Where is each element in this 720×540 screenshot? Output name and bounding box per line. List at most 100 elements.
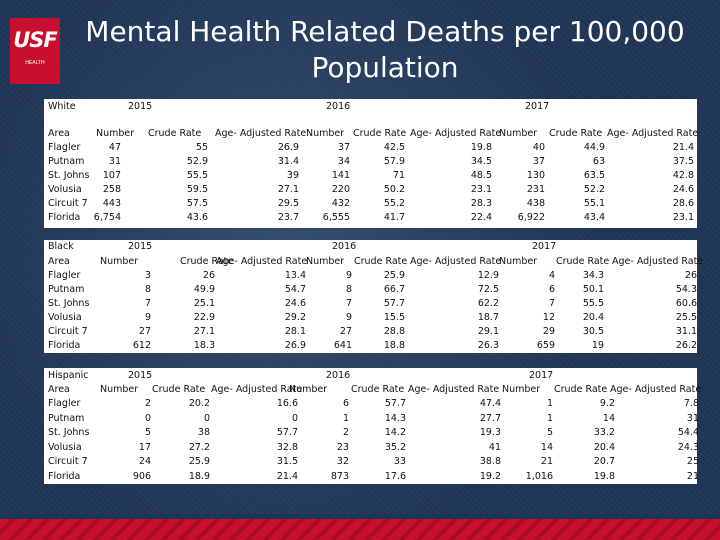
table-cell: 21.4 [672, 142, 694, 153]
area-name: Volusia [48, 312, 82, 323]
column-header: Age- Adjusted Rate [607, 128, 699, 139]
table-cell: 25.5 [675, 312, 697, 323]
table-cell: 31.1 [675, 326, 697, 337]
table-cell: 8 [144, 284, 151, 295]
group-label: Black [48, 241, 74, 252]
table-cell: 12.9 [477, 270, 499, 281]
table-cell: 1 [342, 412, 349, 424]
area-name: Florida [48, 470, 81, 482]
table-cell: 28.6 [672, 198, 694, 209]
area-header: Area [48, 128, 70, 139]
area-name: Putnam [48, 284, 85, 295]
column-header: Crude Rate [148, 128, 202, 139]
table-cell: 21.4 [276, 470, 298, 482]
table-cell: 220 [331, 184, 350, 195]
table-cell: 55.1 [583, 198, 605, 209]
table-cell: 443 [102, 198, 121, 209]
table-cell: 21 [540, 456, 553, 467]
table-cell: 37 [532, 156, 545, 167]
table-cell: 42.8 [672, 170, 694, 181]
column-header: Crude Rate [554, 384, 608, 395]
table-cell: 22.4 [470, 212, 492, 223]
column-header: Age- Adjusted Rate [216, 256, 308, 267]
area-name: St. Johns [48, 427, 90, 438]
table-cell: 59.5 [186, 184, 208, 195]
table-cell: 25.9 [383, 270, 405, 281]
column-header: Crude Rate [353, 128, 407, 139]
table-cell: 47.4 [479, 398, 501, 409]
table-cell: 57.7 [384, 398, 406, 409]
table-cell: 50.2 [383, 184, 405, 195]
table-cell: 43.6 [186, 212, 208, 223]
table-cell: 3 [144, 270, 151, 281]
year-header: 2015 [128, 370, 153, 381]
footer-stripe [0, 514, 720, 540]
table-cell: 130 [526, 170, 545, 181]
table-cell: 23.1 [672, 212, 694, 223]
table-cell: 49.9 [193, 284, 215, 295]
table-cell: 6,555 [322, 212, 350, 223]
table-cell: 7 [345, 298, 352, 309]
table-cell: 1,016 [525, 470, 553, 482]
table-cell: 25.1 [193, 298, 215, 309]
table-cell: 66.7 [383, 284, 405, 295]
year-header: 2015 [128, 101, 153, 112]
table-cell: 18.9 [188, 470, 210, 482]
column-header: Number [100, 256, 139, 267]
area-header: Area [48, 384, 70, 395]
table-cell: 31 [108, 156, 121, 167]
table-cell: 52.9 [186, 156, 208, 167]
table-cell: 38 [197, 427, 210, 438]
column-header: Age- Adjusted Rate [410, 128, 502, 139]
table-cell: 5 [144, 427, 151, 438]
column-header: Number [306, 256, 345, 267]
table-cell: 27.7 [479, 412, 501, 424]
table-cell: 7 [144, 298, 151, 309]
table-cell: 27 [138, 326, 151, 337]
table-cell: 17.6 [384, 470, 406, 482]
column-header: Crude Rate [549, 128, 603, 139]
column-header: Crude Rate [556, 256, 610, 267]
table-cell: 54.3 [675, 284, 697, 295]
table-cell: 432 [331, 198, 350, 209]
table-cell: 141 [331, 170, 350, 181]
area-name: Volusia [48, 441, 82, 453]
table-cell: 30.5 [582, 326, 604, 337]
table-cell: 0 [144, 412, 151, 424]
table-cell: 55.5 [186, 170, 208, 181]
table-cell: 31 [686, 412, 699, 424]
table-cell: 18.7 [477, 312, 499, 323]
table-cell: 22.9 [193, 312, 215, 323]
table-cell: 659 [536, 340, 555, 351]
table-cell: 0 [291, 412, 298, 424]
column-header: Age- Adjusted Rate [610, 384, 702, 395]
table-cell: 55.5 [582, 298, 604, 309]
column-header: Age- Adjusted Rate [612, 256, 704, 267]
table-cell: 32.8 [276, 441, 298, 453]
table-cell: 31.5 [276, 456, 298, 467]
table-cell: 26.3 [477, 340, 499, 351]
table-cell: 29.1 [477, 326, 499, 337]
table-cell: 54.4 [677, 427, 699, 438]
table-cell: 24.6 [284, 298, 306, 309]
table-cell: 107 [102, 170, 121, 181]
year-header: 2015 [128, 241, 153, 252]
table-cell: 9.2 [599, 398, 615, 409]
column-header: Age- Adjusted Rate [410, 256, 502, 267]
table-cell: 25.9 [188, 456, 210, 467]
column-header: Crude Rate [351, 384, 405, 395]
table-cell: 21 [686, 470, 699, 482]
area-name: Circuit 7 [48, 456, 88, 467]
column-header: Number [499, 128, 538, 139]
table-cell: 54.7 [284, 284, 306, 295]
table-cell: 57.7 [276, 427, 298, 438]
table-cell: 26 [202, 270, 215, 281]
table-cell: 15.5 [383, 312, 405, 323]
table-cell: 19.8 [470, 142, 492, 153]
table-cell: 9 [144, 312, 151, 323]
table-cell: 14.3 [384, 412, 406, 424]
table-cell: 873 [330, 470, 349, 482]
table-cell: 9 [345, 312, 352, 323]
table-cell: 2 [342, 427, 349, 438]
year-header: 2017 [532, 241, 557, 252]
